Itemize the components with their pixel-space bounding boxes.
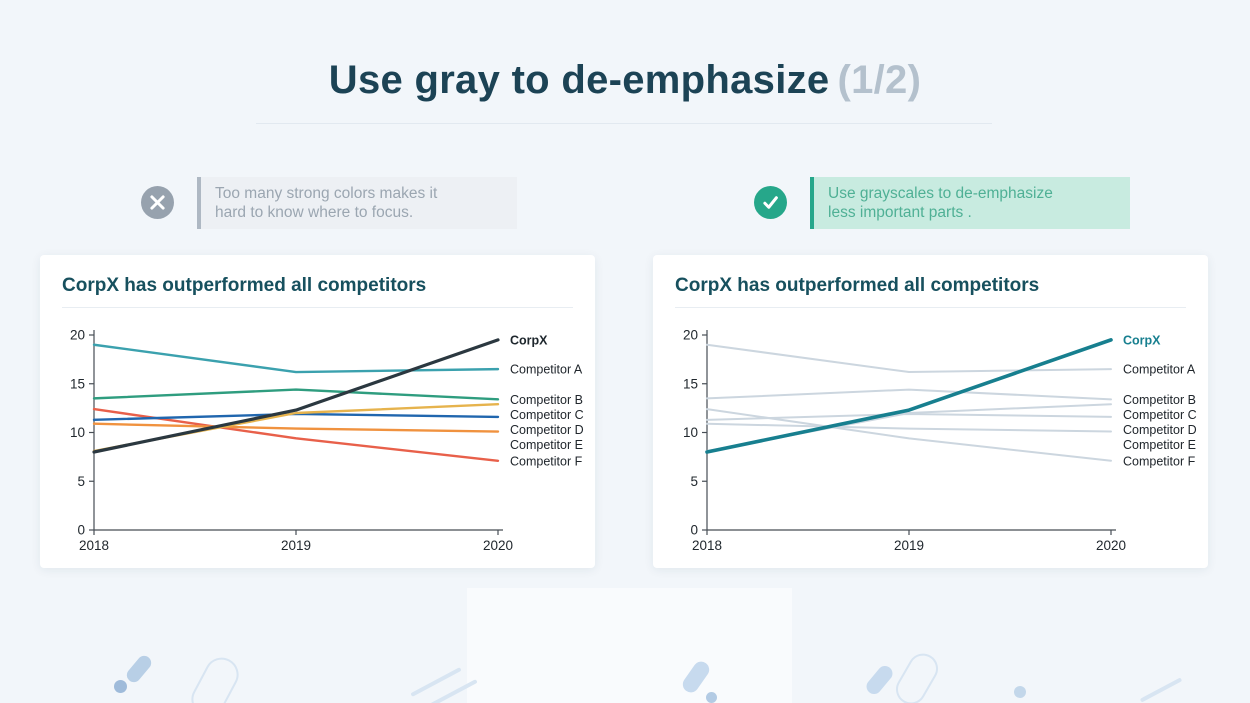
legend-label: Competitor C <box>510 408 584 422</box>
series-line-competitor-e <box>706 422 1112 433</box>
decorative-shape <box>114 680 127 693</box>
legend-label: Competitor A <box>510 363 583 377</box>
x-tick-label: 2020 <box>1096 538 1126 553</box>
chart-title-divider <box>62 307 573 308</box>
x-tick-label: 2020 <box>483 538 513 553</box>
line-chart-grayscale: 0 5 10 15 20 2018 2019 2020 CorpX Competitor A Com… <box>683 328 1197 554</box>
legend-label: Competitor E <box>510 438 583 452</box>
chart-card-colored: CorpX has outperformed all competitors 0… <box>40 255 595 568</box>
y-tick-label: 15 <box>683 376 698 391</box>
decorative-shape <box>1014 686 1026 698</box>
x-tick-label: 2018 <box>79 538 109 553</box>
callout-good: Use grayscales to de-emphasize less impo… <box>810 177 1130 229</box>
y-tick-label: 15 <box>70 376 85 391</box>
legend-label: Competitor F <box>1123 454 1196 468</box>
legend-label: Competitor B <box>1123 393 1196 407</box>
x-tick-label: 2019 <box>281 538 311 553</box>
legend-label: Competitor D <box>510 423 584 437</box>
legend-label: CorpX <box>1123 333 1161 347</box>
chart-title: CorpX has outperformed all competitors <box>62 275 427 296</box>
x-icon-glyph <box>150 195 165 210</box>
legend-label: Competitor F <box>510 454 583 468</box>
decorative-shape <box>185 651 245 703</box>
chart-title-divider <box>675 307 1186 308</box>
series-line-competitor-b <box>706 388 1112 401</box>
decorative-shape <box>863 662 896 698</box>
callout-good-line2: less important parts . <box>828 204 972 221</box>
y-tick-label: 20 <box>683 328 698 343</box>
series-line-competitor-b <box>92 388 500 401</box>
series-line-competitor-a <box>92 343 500 374</box>
decorative-shape <box>1139 677 1183 703</box>
legend-label: Competitor B <box>510 393 583 407</box>
page-title-text: Use gray to de-emphasize <box>328 58 830 102</box>
y-tick-label: 20 <box>70 328 85 343</box>
callout-bad-line1: Too many strong colors makes it <box>215 185 438 202</box>
decorative-shape <box>890 648 944 703</box>
callout-bad: Too many strong colors makes it hard to … <box>197 177 517 229</box>
chart-card-grayscale: CorpX has outperformed all competitors 0… <box>653 255 1208 568</box>
decorative-shape <box>467 588 792 703</box>
y-tick-label: 5 <box>690 474 698 489</box>
chart-title: CorpX has outperformed all competitors <box>675 275 1040 296</box>
legend-label: Competitor A <box>1123 363 1196 377</box>
page-title: Use gray to de-emphasize (1/2) <box>0 58 1250 103</box>
legend-label: Competitor E <box>1123 438 1196 452</box>
y-tick-label: 5 <box>77 474 85 489</box>
y-tick-label: 10 <box>683 425 698 440</box>
legend-label: CorpX <box>510 333 548 347</box>
series-line-competitor-d <box>92 412 500 422</box>
title-divider <box>256 123 992 124</box>
series-line-competitor-e <box>92 422 500 433</box>
x-tick-label: 2019 <box>894 538 924 553</box>
callout-good-line1: Use grayscales to de-emphasize <box>828 185 1053 202</box>
line-chart-colored: 0 5 10 15 20 2018 2019 2020 CorpX Competitor A Com… <box>70 328 584 554</box>
y-tick-label: 0 <box>690 523 698 538</box>
series-line-competitor-a <box>706 343 1112 374</box>
check-icon-glyph <box>763 196 778 209</box>
decorative-shape <box>123 653 155 685</box>
y-tick-label: 0 <box>77 523 85 538</box>
y-tick-label: 10 <box>70 425 85 440</box>
page-counter: (1/2) <box>837 58 922 102</box>
series-line-corpx <box>92 338 500 454</box>
check-icon <box>754 186 787 219</box>
legend-label: Competitor C <box>1123 408 1197 422</box>
x-tick-label: 2018 <box>692 538 722 553</box>
series-line-corpx <box>705 338 1113 454</box>
decorative-shape <box>706 692 717 703</box>
legend-label: Competitor D <box>1123 423 1197 437</box>
x-icon <box>141 186 174 219</box>
callout-bad-line2: hard to know where to focus. <box>215 204 414 221</box>
